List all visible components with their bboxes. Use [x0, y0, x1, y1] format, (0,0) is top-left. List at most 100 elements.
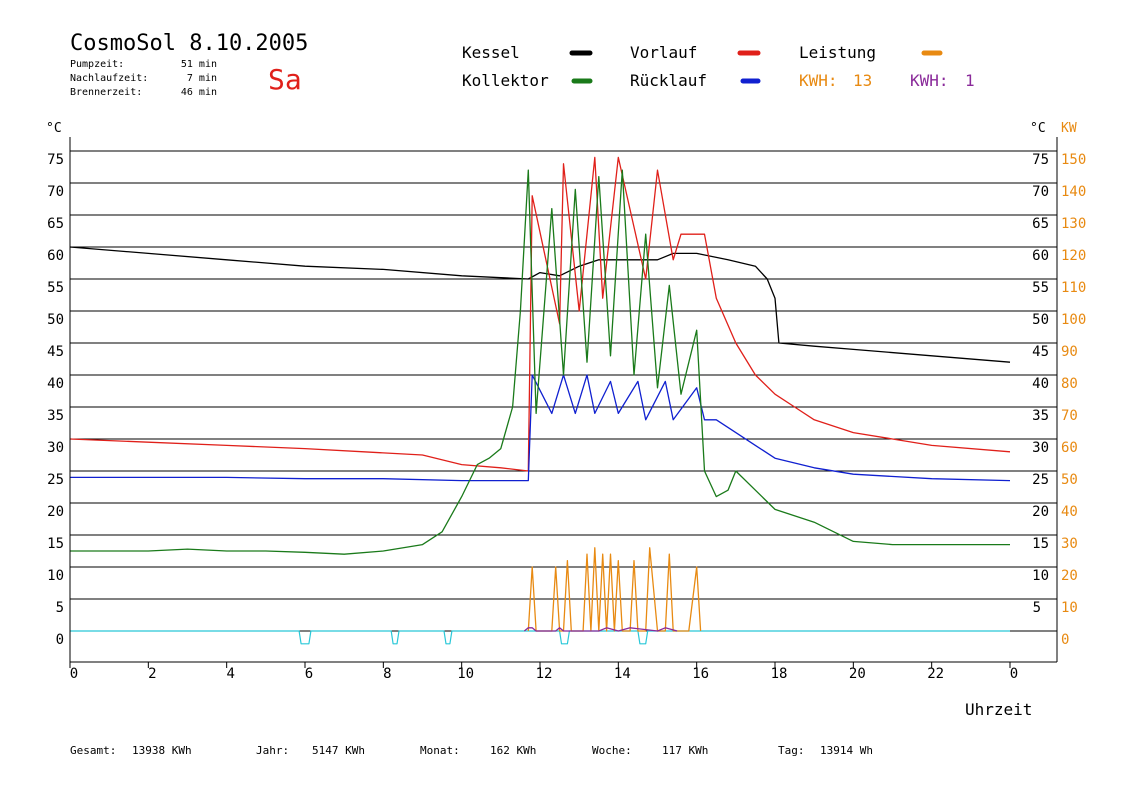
footer-monat-label: Monat: [420, 744, 460, 757]
x-tick-label: 10 [457, 666, 474, 682]
kw-axis-unit: KW [1061, 121, 1077, 136]
kw-tick-label: 10 [1061, 600, 1078, 616]
stat-label-brennerzeit: Brennerzeit: [70, 87, 142, 98]
x-tick-label: 22 [927, 666, 944, 682]
x-axis-ticks: 0 2 4 6 8 10 12 14 16 18 20 22 0 [69, 662, 1018, 682]
left-tick-label: 35 [47, 408, 64, 424]
legend-label-kessel: Kessel [462, 43, 520, 62]
footer-tag-label: Tag: [778, 744, 805, 757]
legend-label-vorlauf: Vorlauf [630, 43, 697, 62]
series-leistung-line [527, 547, 702, 632]
left-tick-label: 25 [47, 472, 64, 488]
right-tick-label: 55 [1032, 280, 1049, 296]
x-tick-label: 6 [305, 666, 313, 682]
right-tick-label: 5 [1033, 600, 1041, 616]
left-tick-label: 0 [56, 632, 64, 648]
left-tick-label: 45 [47, 344, 64, 360]
x-tick-label: 8 [383, 666, 391, 682]
legend-kwh-orange-label: KWH: [799, 71, 838, 90]
left-tick-label: 50 [47, 312, 64, 328]
legend-label-leistung: Leistung [799, 43, 876, 62]
right-tick-label: 60 [1032, 248, 1049, 264]
legend-kwh-orange-value: 13 [853, 71, 872, 90]
series-rcklauf-line [70, 374, 1011, 482]
stat-value-pumpzeit: 51 min [181, 59, 217, 70]
kw-tick-label: 50 [1061, 472, 1078, 488]
right-tick-label: 45 [1032, 344, 1049, 360]
left-tick-label: 70 [47, 184, 64, 200]
kw-tick-label: 60 [1061, 440, 1078, 456]
stat-value-brennerzeit: 46 min [181, 87, 217, 98]
x-tick-label: 2 [148, 666, 156, 682]
kw-tick-label: 70 [1061, 408, 1078, 424]
left-tick-label: 60 [47, 248, 64, 264]
chart-title: CosmoSol 8.10.2005 [70, 31, 308, 56]
x-axis-label: Uhrzeit [965, 700, 1032, 719]
kw-tick-label: 110 [1061, 280, 1086, 296]
footer-jahr-value: 5147 KWh [312, 744, 365, 757]
x-tick-label: 16 [692, 666, 709, 682]
grid-lines [70, 150, 1057, 632]
kw-tick-label: 130 [1061, 216, 1086, 232]
right-axis-unit: °C [1030, 121, 1046, 136]
kw-tick-label: 40 [1061, 504, 1078, 520]
right-tick-label: 70 [1032, 184, 1049, 200]
day-label: Sa [268, 63, 302, 96]
right-tick-label: 20 [1032, 504, 1049, 520]
legend-kwh-purple-value: 1 [965, 71, 975, 90]
left-axis-unit: °C [46, 121, 62, 136]
left-axis-ticks: 0 5 10 15 20 25 30 35 40 45 50 55 60 65 70 75 [47, 152, 64, 648]
stat-label-nachlaufzeit: Nachlaufzeit: [70, 73, 148, 84]
left-tick-label: 5 [56, 600, 64, 616]
kw-tick-label: 90 [1061, 344, 1078, 360]
left-tick-label: 40 [47, 376, 64, 392]
series-kwh-purple-line [523, 627, 678, 632]
right-axis-ticks: 10 15 20 25 30 35 40 45 50 55 60 65 70 75 5 [1032, 152, 1049, 616]
right-tick-label: 40 [1032, 376, 1049, 392]
footer-tag-value: 13914 Wh [820, 744, 873, 757]
footer-jahr-label: Jahr: [256, 744, 289, 757]
left-tick-label: 20 [47, 504, 64, 520]
kw-tick-label: 150 [1061, 152, 1086, 168]
legend-kwh-purple-label: KWH: [910, 71, 949, 90]
x-tick-label: 4 [226, 666, 234, 682]
kw-tick-label: 20 [1061, 568, 1078, 584]
x-tick-label: 0 [1010, 666, 1018, 682]
legend-label-kollektor: Kollektor [462, 71, 549, 90]
x-tick-label: 18 [771, 666, 788, 682]
x-tick-label: 0 [70, 666, 78, 682]
kw-tick-label: 100 [1061, 312, 1086, 328]
right-tick-label: 75 [1032, 152, 1049, 168]
left-tick-label: 30 [47, 440, 64, 456]
kw-axis-ticks: 0 10 20 30 40 50 60 70 80 90 100 110 120 130 140 150 [1061, 152, 1086, 648]
right-tick-label: 50 [1032, 312, 1049, 328]
left-tick-label: 15 [47, 536, 64, 552]
left-tick-label: 65 [47, 216, 64, 232]
footer-woche-value: 117 KWh [662, 744, 708, 757]
kw-tick-label: 80 [1061, 376, 1078, 392]
series-kessel-line [69, 246, 1011, 363]
stat-label-pumpzeit: Pumpzeit: [70, 59, 124, 70]
right-tick-label: 35 [1032, 408, 1049, 424]
right-tick-label: 25 [1032, 472, 1049, 488]
footer-gesamt-value: 13938 KWh [132, 744, 192, 757]
series-kollektor-line [70, 169, 1010, 555]
left-tick-label: 55 [47, 280, 64, 296]
kw-tick-label: 30 [1061, 536, 1078, 552]
footer-woche-label: Woche: [592, 744, 632, 757]
footer-gesamt-label: Gesamt: [70, 744, 116, 757]
footer-monat-value: 162 KWh [490, 744, 536, 757]
left-tick-label: 75 [47, 152, 64, 168]
kw-tick-label: 140 [1061, 184, 1086, 200]
right-tick-label: 65 [1032, 216, 1049, 232]
data-series [69, 156, 1011, 645]
legend-label-ruecklauf: Rücklauf [630, 71, 707, 90]
x-tick-label: 12 [536, 666, 553, 682]
stat-value-nachlaufzeit: 7 min [187, 73, 217, 84]
kw-tick-label: 0 [1061, 632, 1069, 648]
x-tick-label: 14 [614, 666, 631, 682]
series-cyan-line [70, 630, 1010, 645]
right-tick-label: 15 [1032, 536, 1049, 552]
